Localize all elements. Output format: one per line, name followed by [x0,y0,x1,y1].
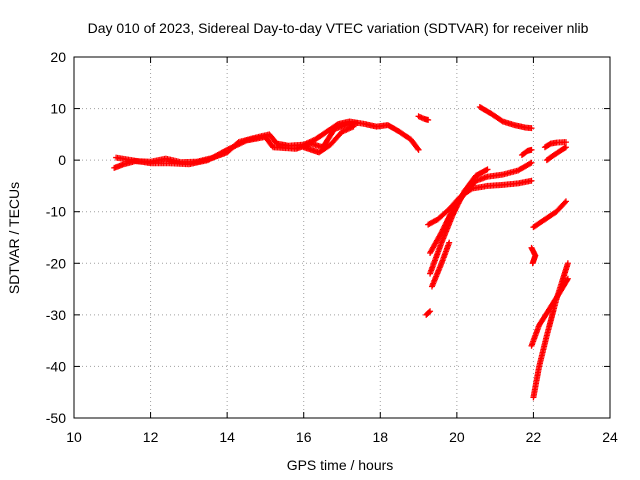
x-axis-label: GPS time / hours [287,457,394,473]
series-trace-d [415,113,432,123]
x-tick-label: 20 [449,429,465,445]
x-tick-label: 12 [143,429,159,445]
y-tick-label: -40 [46,358,66,374]
series-trace-m [543,144,569,164]
y-tick-label: -30 [46,307,66,323]
chart-title: Day 010 of 2023, Sidereal Day-to-day VTE… [88,20,589,36]
series-trace-b [113,120,361,168]
y-tick-label: 20 [50,49,66,65]
x-tick-label: 14 [219,429,235,445]
y-tick-label: 10 [50,101,66,117]
x-tick-label: 16 [296,429,312,445]
y-tick-label: -10 [46,204,66,220]
plot-frame [73,56,611,419]
x-tick-label: 24 [602,429,618,445]
series-trace-j [476,104,535,132]
series-trace-i [423,308,434,318]
series-trace-o [528,244,539,267]
y-axis-label: SDTVAR / TECUs [6,182,22,294]
series-trace-n [530,198,569,231]
y-tick-label: 0 [58,152,66,168]
series-trace-l [541,139,569,151]
x-tick-label: 18 [372,429,388,445]
axis-ticks: 10 12 14 16 18 20 22 24 -50 -40 -30 -20 -10 0 10 20 [46,49,618,445]
x-tick-label: 10 [66,429,82,445]
series-trace-g [427,166,491,277]
series-trace-e [425,177,535,228]
series-trace-c [300,123,357,156]
series-trace-k [518,146,535,158]
data-series [111,104,571,401]
grid-lines [74,57,610,418]
series-trace-h [428,239,453,290]
y-tick-label: -20 [46,255,66,271]
series-trace-q [528,275,571,349]
x-tick-label: 22 [526,429,542,445]
y-tick-label: -50 [46,410,66,426]
